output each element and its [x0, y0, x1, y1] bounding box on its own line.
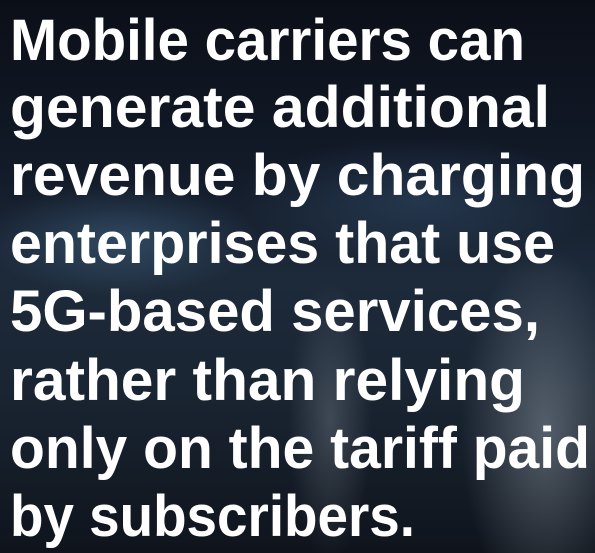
caption-line: generate additional	[10, 75, 550, 140]
caption-line: revenue by charging	[10, 143, 585, 208]
caption-line: Mobile carriers can	[10, 8, 525, 73]
caption-line: by subscribers.	[10, 484, 415, 549]
caption-line: 5G-based services,	[10, 279, 540, 344]
caption-line: enterprises that use	[10, 211, 555, 276]
caption-line: only on the tariff paid	[10, 416, 590, 481]
caption-line: rather than relying	[10, 348, 525, 413]
